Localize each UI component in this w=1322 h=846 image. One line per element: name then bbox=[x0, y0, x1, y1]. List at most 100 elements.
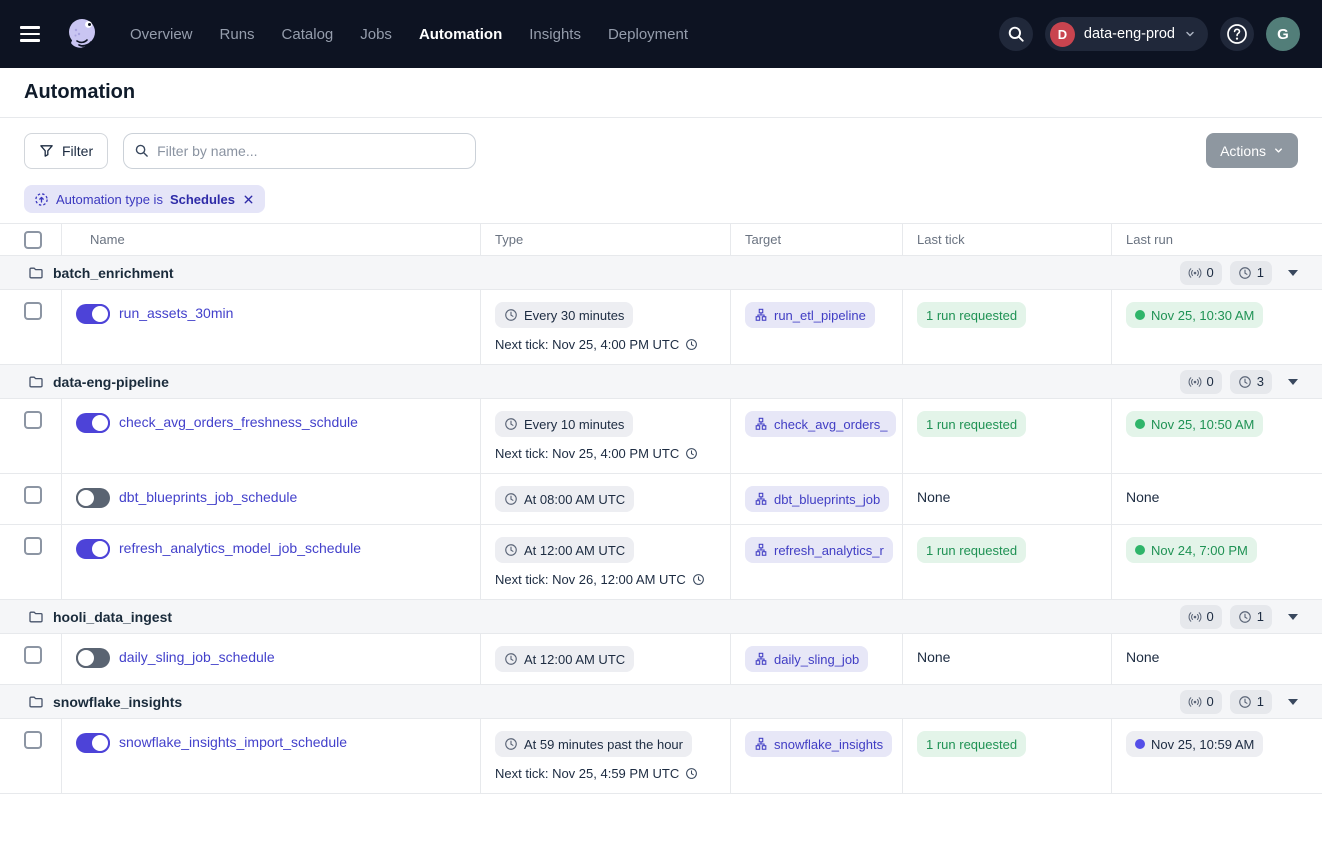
next-tick-text: Next tick: Nov 26, 12:00 AM UTC bbox=[495, 572, 730, 587]
nav-item-catalog[interactable]: Catalog bbox=[282, 26, 334, 43]
select-all-checkbox[interactable] bbox=[24, 231, 42, 249]
job-graph-icon bbox=[754, 308, 768, 322]
schedule-name-link[interactable]: check_avg_orders_freshness_schdule bbox=[119, 414, 358, 430]
nav-item-automation[interactable]: Automation bbox=[419, 26, 502, 43]
next-tick-label: Next tick: Nov 25, 4:00 PM UTC bbox=[495, 446, 679, 461]
schedule-name-link[interactable]: dbt_blueprints_job_schedule bbox=[119, 489, 297, 505]
chevron-down-icon bbox=[1273, 145, 1284, 156]
deployment-switcher[interactable]: D data-eng-prod bbox=[1045, 17, 1208, 51]
sensor-count-badge: 0 bbox=[1180, 690, 1222, 714]
schedule-type-label: At 12:00 AM UTC bbox=[524, 543, 625, 558]
code-location-group-row[interactable]: snowflake_insights 0 1 bbox=[0, 685, 1322, 719]
job-graph-icon bbox=[754, 543, 768, 557]
help-icon bbox=[1225, 22, 1249, 46]
schedule-row: dbt_blueprints_job_schedule At 08:00 AM … bbox=[0, 474, 1322, 525]
schedule-count-badge: 3 bbox=[1230, 370, 1272, 394]
toolbar: Filter Actions bbox=[0, 118, 1322, 183]
schedule-type-label: At 12:00 AM UTC bbox=[524, 652, 625, 667]
last-tick-none: None bbox=[917, 649, 950, 665]
last-tick-label: 1 run requested bbox=[926, 543, 1017, 558]
schedule-toggle[interactable] bbox=[76, 413, 110, 433]
nav-item-jobs[interactable]: Jobs bbox=[360, 26, 392, 43]
name-filter-input[interactable] bbox=[157, 143, 465, 159]
row-checkbox[interactable] bbox=[24, 411, 42, 429]
clock-icon bbox=[504, 543, 518, 557]
last-run-none: None bbox=[1126, 649, 1159, 665]
group-badges: 0 1 bbox=[1180, 690, 1298, 714]
target-chip[interactable]: check_avg_orders_ bbox=[745, 411, 896, 437]
last-run-label: Nov 25, 10:50 AM bbox=[1151, 417, 1254, 432]
column-header-name: Name bbox=[62, 224, 481, 255]
row-checkbox[interactable] bbox=[24, 302, 42, 320]
target-chip[interactable]: snowflake_insights bbox=[745, 731, 892, 757]
last-run-chip[interactable]: Nov 25, 10:50 AM bbox=[1126, 411, 1263, 437]
schedule-name-link[interactable]: daily_sling_job_schedule bbox=[119, 649, 275, 665]
run-status-dot-icon bbox=[1135, 545, 1145, 555]
folder-icon bbox=[28, 265, 44, 281]
nav-item-insights[interactable]: Insights bbox=[529, 26, 581, 43]
clock-icon bbox=[504, 417, 518, 431]
target-chip[interactable]: refresh_analytics_r bbox=[745, 537, 893, 563]
collapse-caret-icon[interactable] bbox=[1288, 614, 1298, 620]
nav-item-overview[interactable]: Overview bbox=[130, 26, 193, 43]
search-icon bbox=[134, 143, 149, 158]
schedule-count: 3 bbox=[1257, 374, 1264, 389]
close-icon[interactable] bbox=[242, 193, 255, 206]
filter-funnel-icon bbox=[39, 143, 54, 158]
clock-icon bbox=[685, 338, 698, 351]
group-name: snowflake_insights bbox=[53, 694, 182, 710]
filter-button[interactable]: Filter bbox=[24, 133, 108, 169]
filter-chip-value: Schedules bbox=[170, 192, 235, 207]
schedule-type-chip: Every 10 minutes bbox=[495, 411, 633, 437]
column-header-last-run: Last run bbox=[1112, 224, 1322, 255]
search-button[interactable] bbox=[999, 17, 1033, 51]
help-button[interactable] bbox=[1220, 17, 1254, 51]
row-checkbox[interactable] bbox=[24, 486, 42, 504]
next-tick-text: Next tick: Nov 25, 4:00 PM UTC bbox=[495, 337, 730, 352]
row-checkbox[interactable] bbox=[24, 537, 42, 555]
schedule-toggle[interactable] bbox=[76, 648, 110, 668]
last-run-chip[interactable]: Nov 25, 10:30 AM bbox=[1126, 302, 1263, 328]
group-badges: 0 1 bbox=[1180, 605, 1298, 629]
schedule-count: 1 bbox=[1257, 265, 1264, 280]
actions-button-label: Actions bbox=[1220, 143, 1266, 159]
schedule-toggle[interactable] bbox=[76, 488, 110, 508]
last-run-chip[interactable]: Nov 24, 7:00 PM bbox=[1126, 537, 1257, 563]
clock-icon bbox=[504, 492, 518, 506]
target-chip[interactable]: daily_sling_job bbox=[745, 646, 868, 672]
hamburger-menu-icon[interactable] bbox=[16, 17, 50, 51]
sensor-count: 0 bbox=[1207, 609, 1214, 624]
actions-button[interactable]: Actions bbox=[1206, 133, 1298, 168]
row-checkbox[interactable] bbox=[24, 731, 42, 749]
schedule-toggle[interactable] bbox=[76, 539, 110, 559]
code-location-group-row[interactable]: batch_enrichment 0 1 bbox=[0, 256, 1322, 290]
user-avatar[interactable]: G bbox=[1266, 17, 1300, 51]
last-tick-chip: 1 run requested bbox=[917, 302, 1026, 328]
code-location-group-row[interactable]: hooli_data_ingest 0 1 bbox=[0, 600, 1322, 634]
dagster-logo[interactable] bbox=[62, 13, 104, 55]
group-badges: 0 1 bbox=[1180, 261, 1298, 285]
schedule-name-link[interactable]: snowflake_insights_import_schedule bbox=[119, 734, 347, 750]
target-chip[interactable]: dbt_blueprints_job bbox=[745, 486, 889, 512]
automation-type-filter-chip[interactable]: Automation type is Schedules bbox=[24, 185, 265, 213]
schedule-toggle[interactable] bbox=[76, 733, 110, 753]
clock-icon bbox=[1238, 610, 1252, 624]
last-tick-chip: 1 run requested bbox=[917, 411, 1026, 437]
target-chip[interactable]: run_etl_pipeline bbox=[745, 302, 875, 328]
row-checkbox[interactable] bbox=[24, 646, 42, 664]
schedule-type-label: Every 10 minutes bbox=[524, 417, 624, 432]
schedule-toggle[interactable] bbox=[76, 304, 110, 324]
sensor-count-badge: 0 bbox=[1180, 261, 1222, 285]
last-run-chip[interactable]: Nov 25, 10:59 AM bbox=[1126, 731, 1263, 757]
schedule-type-label: At 08:00 AM UTC bbox=[524, 492, 625, 507]
schedule-type-chip: At 12:00 AM UTC bbox=[495, 537, 634, 563]
collapse-caret-icon[interactable] bbox=[1288, 699, 1298, 705]
code-location-group-row[interactable]: data-eng-pipeline 0 3 bbox=[0, 365, 1322, 399]
nav-item-deployment[interactable]: Deployment bbox=[608, 26, 688, 43]
schedule-name-link[interactable]: refresh_analytics_model_job_schedule bbox=[119, 540, 361, 556]
collapse-caret-icon[interactable] bbox=[1288, 270, 1298, 276]
filter-chip-label: Automation type is bbox=[56, 192, 163, 207]
schedule-name-link[interactable]: run_assets_30min bbox=[119, 305, 233, 321]
collapse-caret-icon[interactable] bbox=[1288, 379, 1298, 385]
nav-item-runs[interactable]: Runs bbox=[220, 26, 255, 43]
